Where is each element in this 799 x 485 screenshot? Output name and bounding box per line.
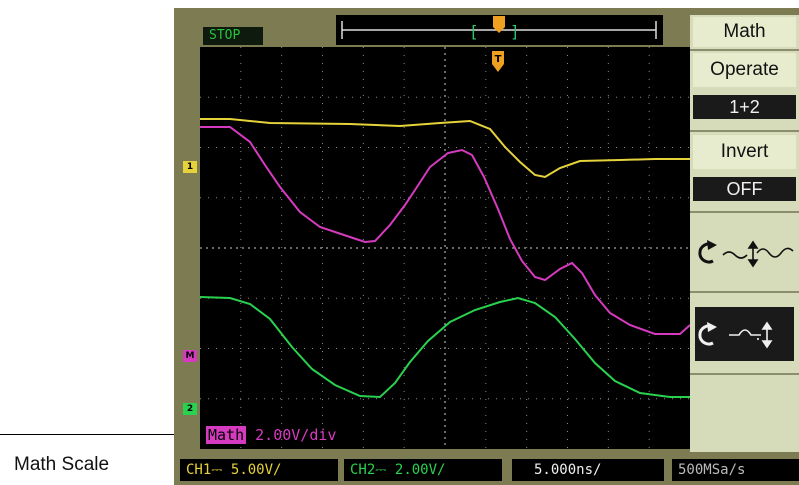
timebase-readout: 5.000ns/ — [512, 459, 664, 481]
graticule — [200, 47, 690, 449]
callout-line — [0, 434, 190, 435]
vertical-scale-icon — [729, 321, 773, 349]
math-tag: Math — [206, 426, 247, 444]
trigger-time-marker: T — [492, 51, 504, 72]
callout-label-math-scale: Math Scale — [14, 454, 110, 475]
ch1-scale-readout: CH1⎓ 5.00V/ — [180, 459, 338, 481]
ch1-waveform — [200, 118, 690, 179]
ch2-waveform — [200, 296, 690, 399]
operate-value: 1+2 — [693, 95, 796, 119]
menu-divider — [690, 49, 799, 51]
vertical-scale-knob-button[interactable] — [693, 305, 796, 363]
waveform-display: T — [200, 47, 690, 449]
svg-text:]: ] — [510, 22, 520, 41]
ch2-ground-marker[interactable]: 2 — [183, 403, 197, 415]
menu-title: Math — [693, 17, 796, 47]
operate-button[interactable]: Operate — [693, 53, 796, 87]
math-offset-marker[interactable]: M — [183, 350, 197, 362]
trigger-position-icon — [493, 16, 505, 33]
menu-divider — [690, 211, 799, 213]
ch2-scale-readout: CH2⎓ 2.00V/ — [344, 459, 502, 481]
vertical-position-knob-button[interactable] — [693, 221, 796, 279]
svg-text:[: [ — [469, 22, 479, 41]
math-waveform — [200, 126, 690, 335]
math-scale-readout: Math 2.00V/div — [206, 426, 336, 444]
run-status-indicator: STOP — [203, 27, 263, 45]
rotate-knob-icon — [698, 240, 717, 264]
menu-divider — [690, 291, 799, 293]
math-scale-value: 2.00V/div — [255, 426, 337, 444]
invert-button[interactable]: Invert — [693, 135, 796, 169]
menu-divider — [690, 373, 799, 375]
memory-position-bar: [ ] — [336, 15, 663, 45]
sample-rate-readout: 500MSa/s — [672, 459, 799, 481]
softkey-menu: Math Operate 1+2 Invert OFF — [690, 15, 799, 452]
invert-value: OFF — [693, 177, 796, 201]
ch1-ground-marker[interactable]: 1 — [183, 161, 197, 173]
menu-divider — [690, 130, 799, 132]
rotate-knob-icon — [698, 322, 717, 346]
vertical-position-icon — [722, 240, 794, 268]
svg-text:T: T — [495, 54, 502, 65]
